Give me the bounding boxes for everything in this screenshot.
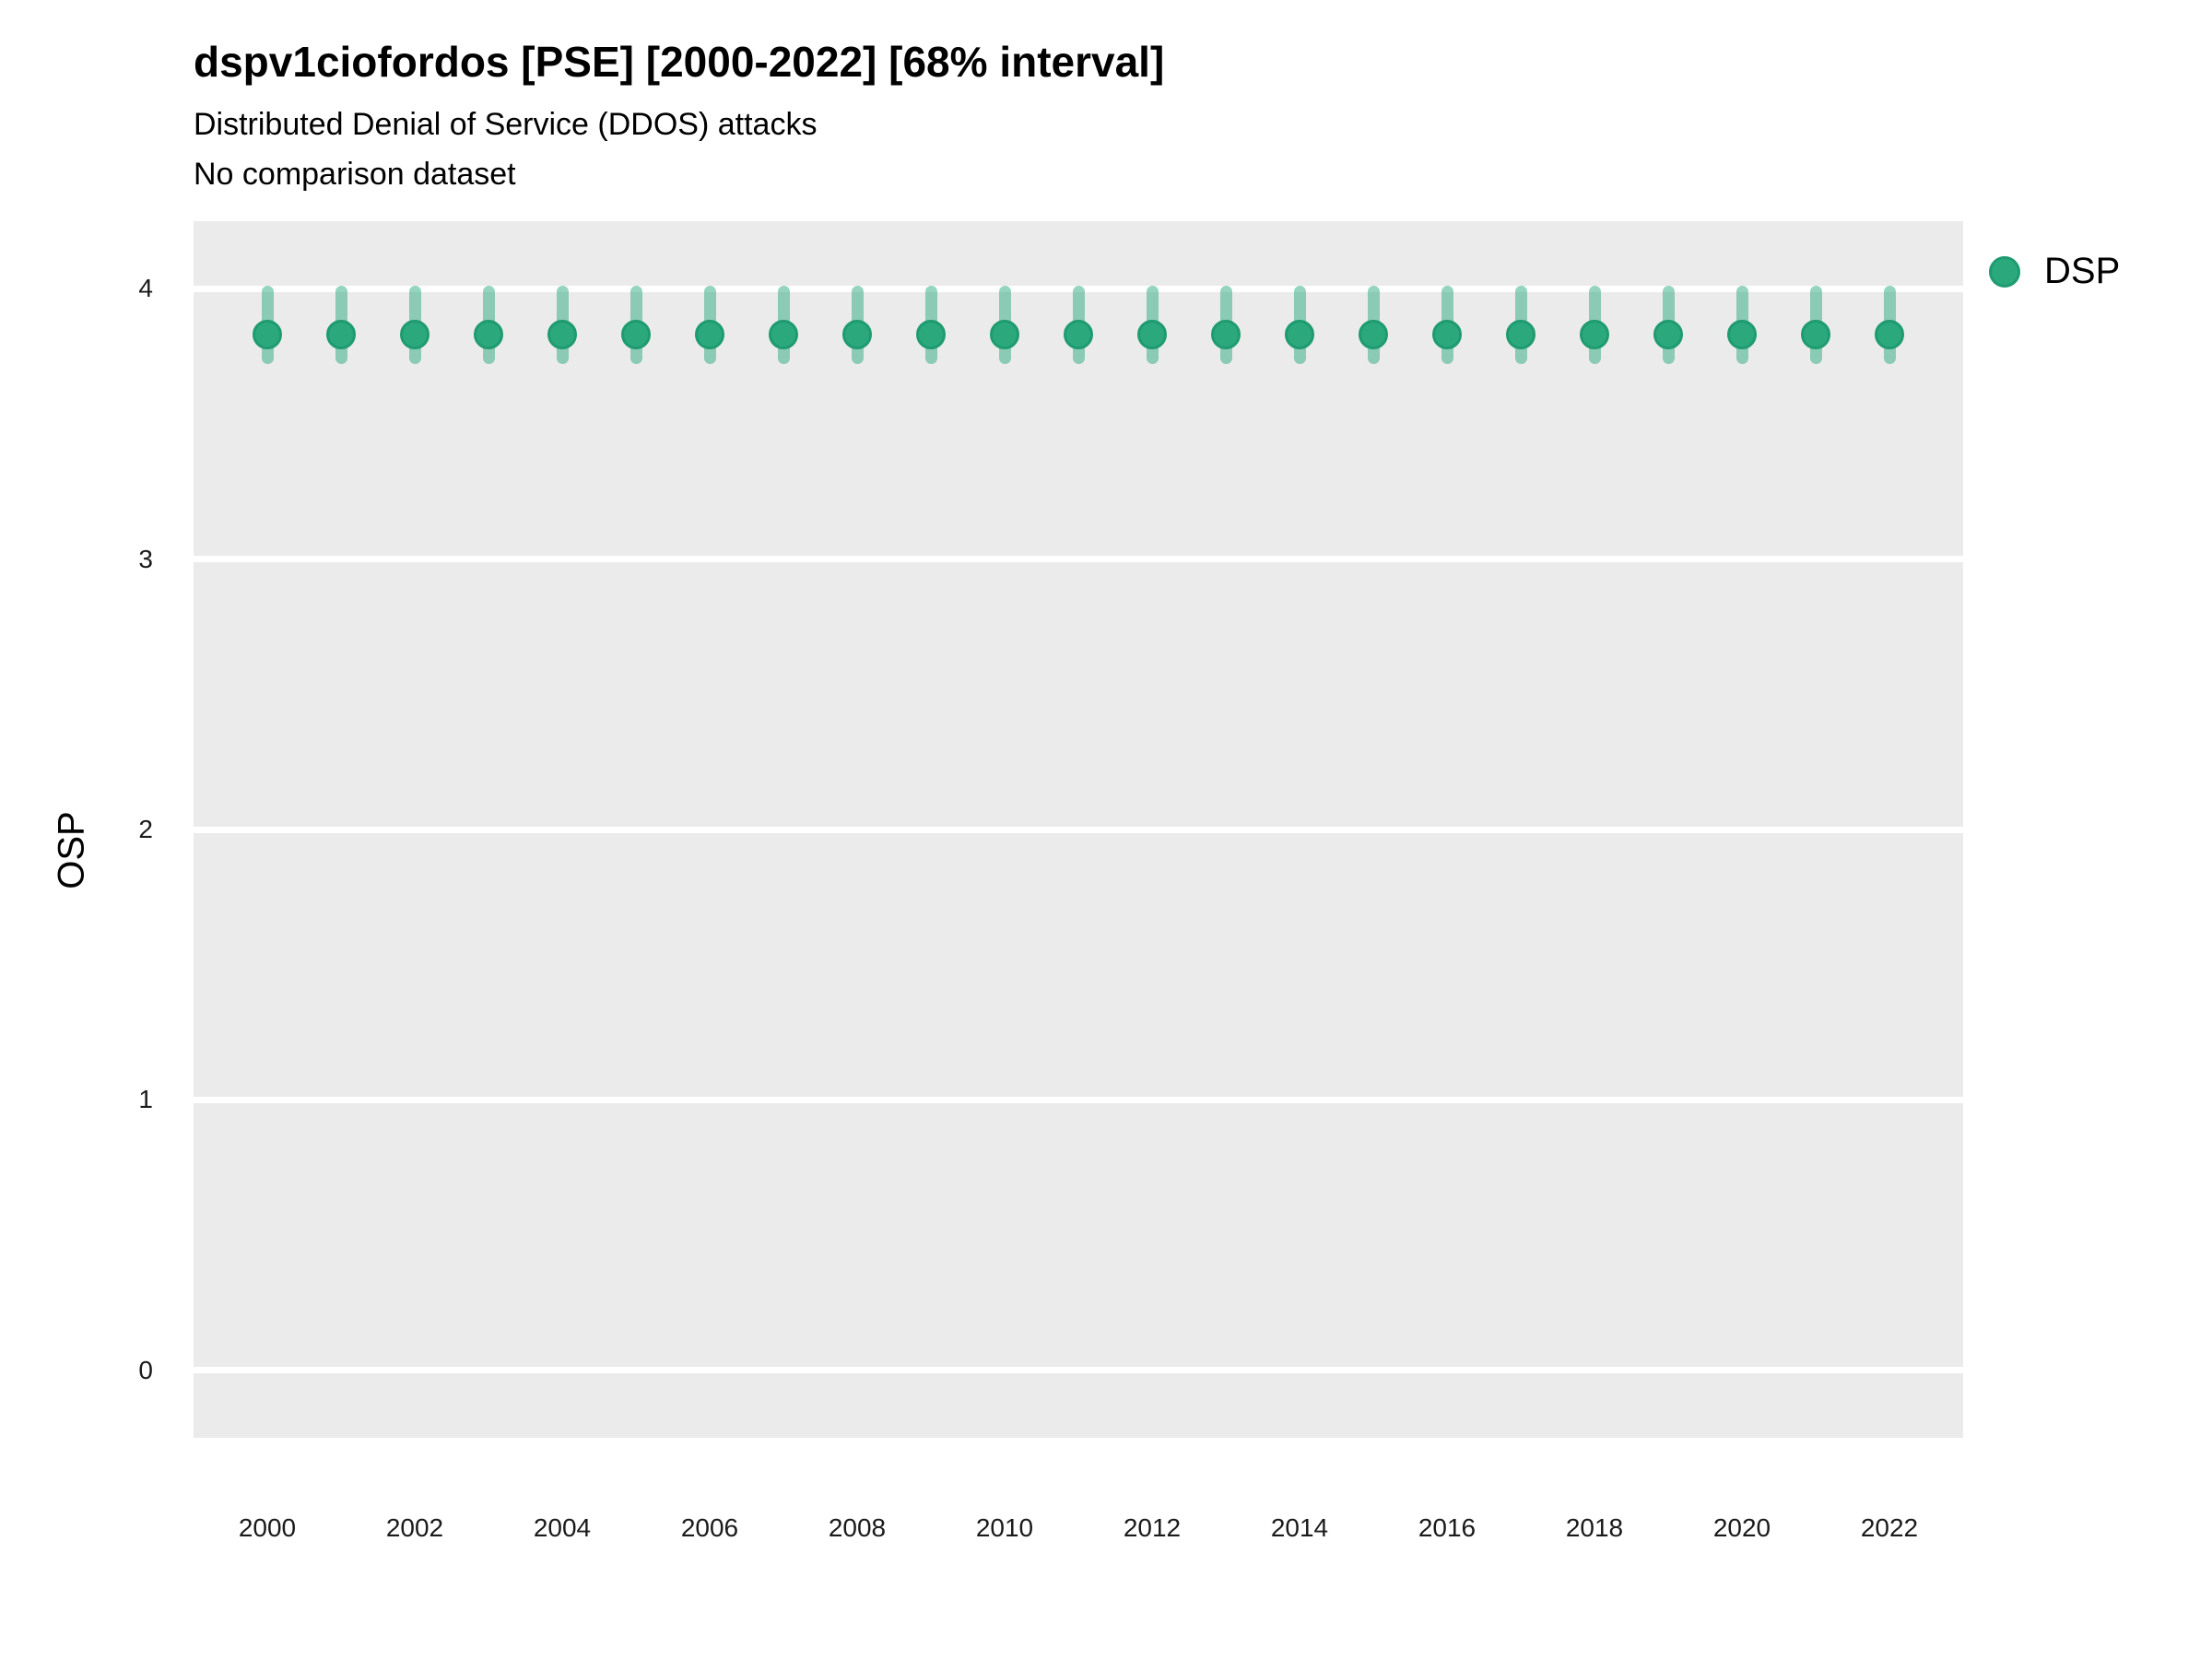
x-tick-label: 2008: [828, 1513, 887, 1542]
comparison-note: No comparison dataset: [194, 157, 516, 192]
data-point: [990, 320, 1019, 350]
data-point: [1211, 320, 1241, 350]
data-point: [1359, 320, 1388, 350]
data-point: [326, 320, 356, 350]
data-point: [1137, 320, 1167, 350]
x-tick-label: 2012: [1123, 1513, 1182, 1542]
data-point: [1653, 320, 1683, 350]
data-point: [1801, 320, 1830, 350]
x-tick-label: 2016: [1418, 1513, 1477, 1542]
y-tick-label: 3: [138, 544, 153, 573]
x-tick-label: 2002: [385, 1513, 444, 1542]
x-tick-label: 2000: [238, 1513, 297, 1542]
x-tick-label: 2022: [1860, 1513, 1919, 1542]
y-tick-label: 0: [138, 1355, 153, 1384]
data-point: [253, 320, 282, 350]
x-tick-label: 2018: [1565, 1513, 1624, 1542]
legend: DSP: [1989, 251, 2120, 292]
data-point: [1727, 320, 1757, 350]
data-point: [769, 320, 798, 350]
data-point: [400, 320, 429, 350]
x-tick-label: 2004: [533, 1513, 592, 1542]
data-point: [1580, 320, 1609, 350]
y-tick-label: 4: [138, 274, 153, 303]
gridline-y-2: [194, 826, 1963, 833]
legend-label: DSP: [2044, 251, 2121, 291]
x-axis: 2000 2002 2004 2006 2008 2010 2012 2014 2016 2018…: [194, 1438, 1963, 1585]
gridline-y-0: [194, 1367, 1963, 1374]
data-point: [621, 320, 651, 350]
gridline-y-3: [194, 556, 1963, 563]
x-tick-label: 2014: [1270, 1513, 1329, 1542]
data-point: [695, 320, 724, 350]
x-tick-label: 2010: [975, 1513, 1034, 1542]
y-tick-label: 2: [138, 815, 153, 843]
y-axis: 0 1 2 3 4: [0, 221, 194, 1438]
data-point: [1285, 320, 1314, 350]
data-point: [547, 320, 577, 350]
data-point: [1875, 320, 1904, 350]
chart-subtitle: Distributed Denial of Service (DDOS) att…: [194, 107, 818, 142]
legend-dot-icon: [1989, 255, 2020, 288]
gridline-y-1: [194, 1096, 1963, 1103]
data-point: [842, 320, 872, 350]
data-point: [474, 320, 503, 350]
y-tick-label: 1: [138, 1085, 153, 1114]
x-tick-label: 2020: [1712, 1513, 1771, 1542]
plot-panel: [194, 221, 1963, 1438]
data-point: [916, 320, 946, 350]
data-point: [1506, 320, 1535, 350]
data-point: [1064, 320, 1093, 350]
x-tick-label: 2006: [680, 1513, 739, 1542]
data-point: [1432, 320, 1462, 350]
chart-title: dspv1ciofordos [PSE] [2000-2022] [68% in…: [194, 38, 1165, 86]
